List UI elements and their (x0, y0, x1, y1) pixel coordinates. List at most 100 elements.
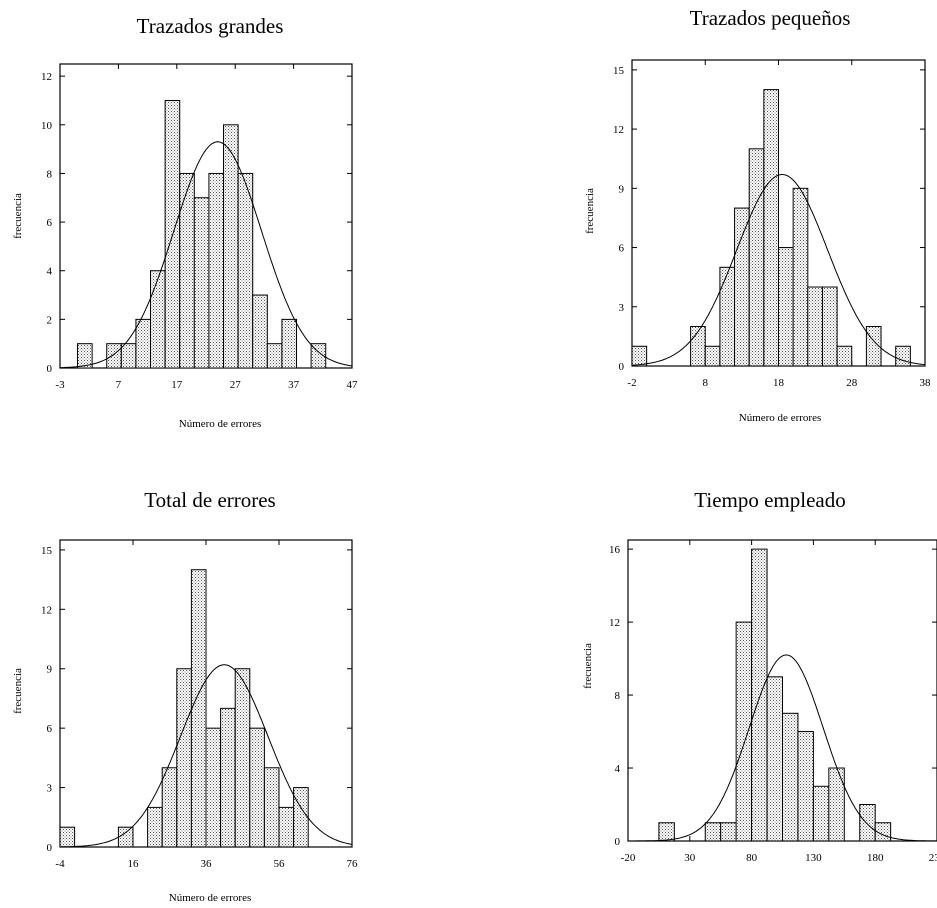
y-tick-label: 0 (619, 361, 625, 373)
y-tick-label: 9 (619, 183, 625, 195)
x-tick-label: 37 (288, 379, 300, 391)
x-tick-label: 27 (230, 379, 242, 391)
y-tick-label: 15 (613, 65, 625, 77)
histogram-bar (631, 345, 648, 367)
histogram-bar (658, 822, 675, 842)
x-tick-label: 180 (867, 852, 884, 864)
x-tick-label: -20 (621, 852, 636, 864)
x-tick-label: 28 (846, 377, 858, 389)
histogram-bar (252, 294, 268, 369)
x-tick-label: 7 (116, 379, 122, 391)
histogram-bar (778, 247, 794, 367)
y-tick-label: 12 (41, 71, 52, 83)
x-tick-label: -4 (55, 858, 65, 870)
histogram-bar (161, 767, 178, 848)
histogram-bar (106, 343, 122, 369)
histogram-bar (751, 548, 768, 842)
y-axis-label: frecuencia (12, 193, 24, 239)
y-tick-label: 16 (609, 544, 621, 556)
y-tick-label: 3 (619, 302, 625, 314)
y-tick-label: 4 (615, 763, 621, 775)
histogram-bar (704, 345, 721, 367)
histogram-bar (310, 343, 327, 369)
histogram-bar (748, 148, 765, 367)
y-axis-label: frecuencia (12, 668, 24, 714)
chart-panel-trazados-grandes: Trazados grandes 0 2 4 6 8 10 12 -3 7 17 27 37 47 Nú… (0, 0, 460, 440)
chart-panel-total-de-errores: Total de errores 0 3 6 9 12 15 -4 16 36 56 76 Núme… (0, 460, 460, 908)
histogram-bar (720, 822, 737, 842)
histogram-bar (719, 266, 736, 367)
histogram-bar (766, 676, 783, 842)
normal-curve (59, 141, 353, 369)
x-axis-label: Número de errores (178, 418, 262, 430)
y-tick-label: 8 (47, 168, 53, 180)
histogram-bar (807, 286, 823, 367)
x-tick-label: 56 (274, 858, 286, 870)
x-tick-label: 80 (746, 852, 758, 864)
histogram-bar (281, 318, 298, 369)
histogram-bar (266, 343, 283, 369)
histogram-bar (176, 668, 192, 848)
chart-title: Trazados grandes (136, 14, 284, 38)
y-tick-label: 3 (47, 783, 53, 795)
normal-curve (60, 664, 353, 848)
histogram-bar (278, 806, 295, 848)
chart-svg: 0 3 6 9 12 15 -2 8 18 28 38 (613, 59, 932, 389)
histogram-bar (205, 727, 222, 848)
histogram-bar (179, 172, 195, 369)
histogram-bar (237, 172, 254, 369)
y-tick-label: 10 (41, 120, 53, 132)
histogram-bar (797, 731, 814, 842)
chart-title: Tiempo empleado (694, 488, 846, 512)
histogram-bar (150, 270, 166, 369)
histogram-bar (704, 822, 722, 842)
x-tick-label: 8 (703, 377, 709, 389)
x-tick-label: 47 (347, 379, 359, 391)
x-tick-label: 230 (929, 852, 937, 864)
x-axis-label: Número de errores (168, 892, 252, 904)
y-tick-label: 15 (41, 545, 53, 557)
chart-title: Total de errores (144, 488, 276, 512)
histogram-bar (812, 785, 830, 842)
y-tick-label: 9 (47, 664, 53, 676)
chart-panel-trazados-pequenos: Trazados pequeños 0 3 6 9 12 15 -2 8 18 28 38 Núme… (470, 0, 937, 440)
histogram-bar (734, 207, 750, 367)
y-tick-label: 12 (613, 124, 624, 136)
x-tick-label: 38 (920, 377, 932, 389)
y-tick-label: 0 (47, 842, 53, 854)
histogram-bar (763, 89, 780, 367)
chart-title: Trazados pequeños (689, 6, 851, 30)
histogram-bar (193, 197, 210, 369)
x-tick-label: 18 (773, 377, 785, 389)
histogram-bar (735, 621, 753, 842)
y-tick-label: 6 (619, 243, 625, 255)
histogram-bar (782, 712, 799, 842)
histogram-bar (220, 707, 236, 848)
x-tick-label: 36 (201, 858, 213, 870)
y-tick-label: 6 (47, 217, 53, 229)
histogram-bar (190, 569, 207, 848)
x-tick-label: 130 (805, 852, 822, 864)
histogram-bar (293, 787, 309, 848)
y-tick-label: 8 (615, 690, 621, 702)
x-tick-label: -3 (55, 379, 65, 391)
y-tick-label: 2 (47, 314, 53, 326)
histogram-bar (263, 767, 280, 848)
y-tick-label: 0 (615, 836, 621, 848)
y-tick-label: 6 (47, 723, 53, 735)
histogram-bar (117, 826, 134, 848)
histogram-bar (77, 343, 93, 369)
y-tick-label: 12 (41, 604, 52, 616)
x-tick-label: 76 (347, 858, 359, 870)
normal-curve (631, 174, 926, 366)
chart-svg: 0 4 8 12 16 -20 30 80 130 180 230 (609, 539, 937, 864)
histogram-bar (249, 727, 265, 848)
histogram-bar (792, 187, 809, 367)
histogram-bar (147, 806, 163, 848)
y-tick-label: 0 (47, 363, 53, 375)
y-tick-label: 4 (47, 266, 53, 278)
histogram-bar (208, 172, 225, 369)
x-tick-label: 30 (684, 852, 696, 864)
normal-curve (628, 654, 937, 842)
